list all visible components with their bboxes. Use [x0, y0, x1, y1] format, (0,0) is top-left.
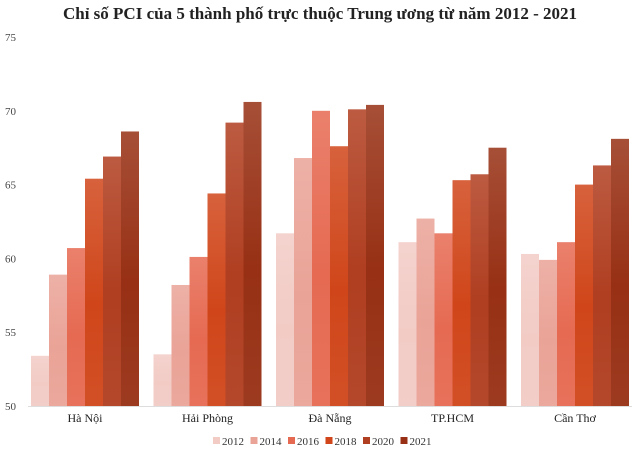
bar-2016	[434, 233, 453, 406]
bar-2020	[348, 109, 366, 406]
bar-2020	[103, 156, 121, 406]
bar-2018	[575, 184, 593, 406]
bar-2021	[366, 104, 384, 406]
bar-2012	[521, 253, 539, 406]
legend-label: 2018	[335, 436, 358, 448]
legend-swatch	[288, 437, 295, 444]
bar-2018	[452, 180, 471, 406]
category-label: TP.HCM	[431, 411, 474, 425]
legend-swatch	[250, 437, 258, 444]
category-label: Đà Nẵng	[309, 411, 352, 425]
bar-2018	[330, 146, 348, 406]
legend-label: 2016	[297, 436, 320, 448]
bar-2021	[243, 101, 262, 406]
bar-2014	[539, 259, 557, 406]
y-tick-label: 55	[5, 327, 17, 339]
bar-2012	[153, 354, 172, 406]
bar-2014	[294, 158, 312, 406]
y-tick-label: 60	[5, 253, 17, 265]
bar-2012	[398, 242, 417, 406]
legend-swatch	[325, 437, 333, 444]
legend-label: 2021	[410, 436, 432, 448]
bar-2018	[85, 178, 103, 406]
legend-label: 2012	[222, 436, 244, 448]
legend-label: 2020	[372, 436, 395, 448]
bar-2016	[557, 242, 575, 406]
legend-swatch	[400, 437, 408, 444]
category-label: Hải Phòng	[182, 411, 233, 425]
bar-2020	[593, 165, 611, 406]
chart-title: Chỉ số PCI của 5 thành phố trực thuộc Tr…	[62, 4, 578, 23]
bar-2014	[49, 274, 67, 406]
bar-2016	[189, 256, 208, 406]
category-label: Hà Nội	[68, 411, 104, 425]
bar-2014	[171, 284, 190, 406]
bar-2021	[611, 138, 629, 406]
bar-2012	[31, 355, 49, 406]
y-tick-label: 75	[5, 32, 17, 44]
y-tick-label: 70	[5, 106, 17, 118]
category-label: Cần Thơ	[554, 411, 596, 425]
y-tick-label: 65	[5, 180, 17, 192]
bar-2012	[276, 233, 294, 406]
bar-2020	[225, 122, 244, 406]
bar-2021	[488, 147, 507, 406]
legend-swatch	[213, 437, 220, 444]
bar-2014	[416, 218, 435, 406]
legend-label: 2014	[260, 436, 283, 448]
bar-2016	[67, 248, 85, 406]
bar-2016	[312, 110, 330, 407]
bar-2020	[470, 174, 489, 406]
bar-2021	[121, 131, 139, 407]
legend-swatch	[363, 437, 370, 444]
y-tick-label: 50	[5, 401, 17, 413]
bar-2018	[207, 193, 226, 406]
